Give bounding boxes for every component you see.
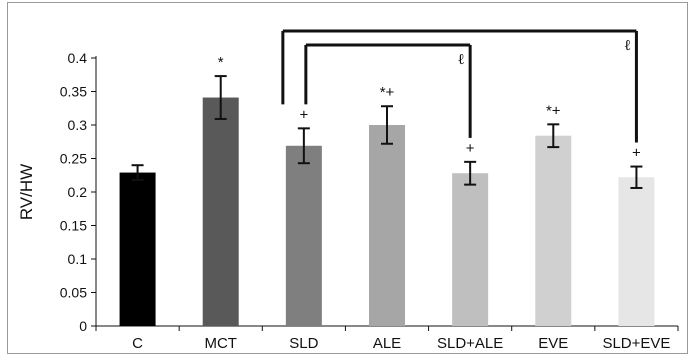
- x-tick-label: ALE: [373, 335, 401, 352]
- y-tick-label: 0.35: [60, 84, 87, 100]
- bar-chart: 0 0.05 0.1 0.15 0.2 0.25 0.3 0.35 0.4 RV/HW C MCT * S…: [17, 29, 679, 352]
- y-axis-title: RV/HW: [17, 164, 36, 220]
- bracket-label: ℓ: [624, 36, 631, 54]
- x-tick-label: C: [132, 335, 143, 352]
- y-tick-label: 0.3: [68, 117, 88, 133]
- y-tick-label: 0: [79, 318, 87, 334]
- x-tick-label: SLD: [289, 335, 318, 352]
- x-tick-label: SLD+EVE: [602, 335, 670, 352]
- bar-mct: [202, 97, 239, 326]
- x-tick-label: MCT: [204, 335, 237, 352]
- bar-sld: [285, 145, 322, 326]
- bar-c: [119, 172, 156, 326]
- bar-ale: [369, 125, 405, 326]
- significance-mark: +: [466, 140, 475, 157]
- bar-eve: [535, 135, 572, 326]
- significance-mark: +: [299, 106, 308, 123]
- bracket-label: ℓ: [458, 50, 465, 68]
- significance-mark: *: [218, 54, 224, 71]
- chart-frame: 0 0.05 0.1 0.15 0.2 0.25 0.3 0.35 0.4 RV/HW C MCT * S…: [7, 2, 688, 354]
- y-tick-label: 0.2: [68, 184, 88, 200]
- bar-sld-ale: [452, 173, 489, 326]
- significance-mark: *+: [546, 102, 561, 119]
- y-tick-label: 0.25: [60, 151, 87, 167]
- y-tick-label: 0.05: [60, 285, 87, 301]
- y-tick-label: 0.4: [68, 50, 88, 66]
- significance-mark: +: [632, 145, 641, 162]
- y-tick-label: 0.1: [68, 251, 88, 267]
- significance-mark: *+: [380, 84, 395, 101]
- y-tick-label: 0.15: [60, 218, 87, 234]
- x-tick-label: SLD+ALE: [437, 335, 503, 352]
- bar-sld-eve: [618, 177, 655, 326]
- x-tick-label: EVE: [538, 335, 568, 352]
